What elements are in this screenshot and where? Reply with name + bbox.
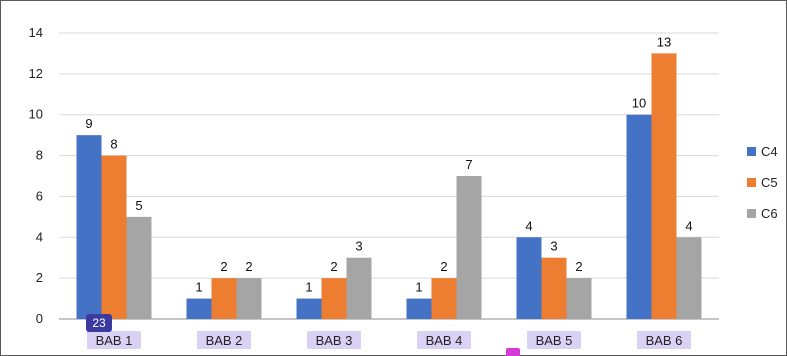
category-label-highlight (527, 331, 581, 349)
selection-count-badge[interactable]: 23 (86, 314, 112, 332)
category-label-highlight (637, 331, 691, 349)
data-label: 2 (575, 259, 582, 274)
bar-c4 (406, 298, 432, 319)
legend-swatch (747, 209, 756, 218)
category-label-highlight (87, 331, 141, 349)
category-label-highlight (417, 331, 471, 349)
category-label-highlight (307, 331, 361, 349)
data-label: 10 (632, 96, 646, 111)
data-label: 13 (657, 34, 671, 49)
legend-swatch (747, 178, 756, 187)
bar-c5 (651, 53, 677, 320)
y-tick-label: 10 (29, 107, 43, 122)
legend-label: C6 (761, 206, 778, 221)
bar-c6 (456, 176, 482, 319)
bar-c5 (431, 278, 457, 319)
bar-c4 (186, 298, 212, 319)
bar-c5 (211, 278, 237, 319)
bar-c4 (296, 298, 322, 319)
y-tick-label: 0 (36, 311, 43, 326)
bar-c6 (346, 257, 372, 319)
bar-c5 (321, 278, 347, 319)
y-tick-label: 6 (36, 188, 43, 203)
data-label: 4 (685, 218, 692, 233)
bar-c6 (236, 278, 262, 319)
category-label-highlight (197, 331, 251, 349)
bar-c6 (676, 237, 702, 319)
x-tick-label: BAB 2 (206, 333, 243, 348)
bar-c4 (516, 237, 542, 319)
data-label: 7 (465, 157, 472, 172)
y-tick-label: 8 (36, 148, 43, 163)
drag-handle[interactable] (506, 348, 520, 356)
bar-c5 (101, 155, 127, 319)
bar-c6 (126, 216, 152, 319)
data-label: 5 (135, 198, 142, 213)
bar-c5 (541, 257, 567, 319)
bar-c6 (566, 278, 592, 319)
x-tick-label: BAB 4 (426, 333, 463, 348)
data-label: 3 (355, 239, 362, 254)
bar-c4 (76, 135, 102, 319)
x-tick-label: BAB 1 (96, 333, 133, 348)
data-label: 1 (195, 280, 202, 295)
data-label: 1 (305, 280, 312, 295)
data-label: 1 (415, 280, 422, 295)
y-tick-label: 4 (36, 229, 43, 244)
data-label: 9 (85, 116, 92, 131)
data-label: 2 (440, 259, 447, 274)
data-label: 2 (220, 259, 227, 274)
data-label: 8 (110, 137, 117, 152)
data-label: 4 (525, 218, 532, 233)
bar-c4 (626, 114, 652, 319)
data-label: 2 (245, 259, 252, 274)
x-tick-label: BAB 5 (536, 333, 573, 348)
data-label: 3 (550, 239, 557, 254)
y-tick-label: 14 (29, 25, 43, 40)
data-label: 2 (330, 259, 337, 274)
y-tick-label: 2 (36, 270, 43, 285)
legend-label: C5 (761, 175, 778, 190)
y-tick-label: 12 (29, 66, 43, 81)
x-tick-label: BAB 3 (316, 333, 353, 348)
x-tick-label: BAB 6 (646, 333, 683, 348)
legend-label: C4 (761, 144, 778, 159)
legend-swatch (747, 147, 756, 156)
